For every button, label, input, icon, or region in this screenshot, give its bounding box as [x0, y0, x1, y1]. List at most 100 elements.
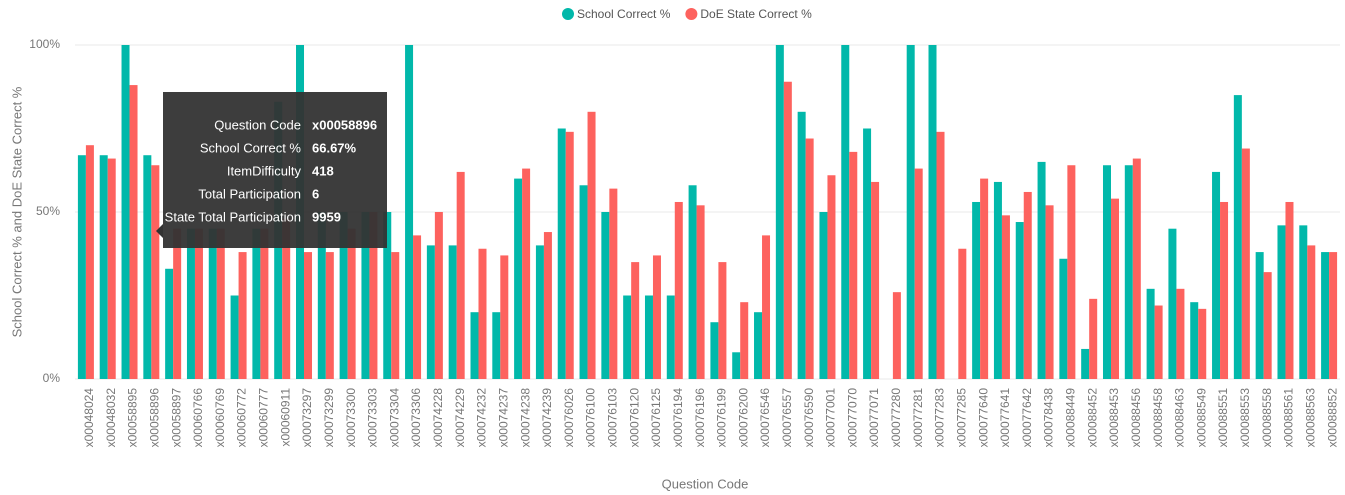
x-tick-label: x00058896 [148, 388, 162, 448]
bar [601, 212, 610, 379]
x-tick-label: x00048032 [104, 388, 118, 448]
bar [121, 45, 130, 379]
y-tick-label: 50% [36, 204, 60, 218]
x-tick-label: x00088452 [1085, 388, 1099, 448]
bar [391, 252, 400, 379]
y-tick-label: 100% [29, 37, 60, 51]
bar [827, 175, 836, 379]
tooltip-arrow [156, 224, 163, 238]
tooltip-label: Question Code [214, 117, 301, 132]
x-tick-label: x00076199 [715, 388, 729, 448]
bar [849, 151, 858, 379]
bar [129, 85, 138, 379]
x-tick-label: x00074237 [496, 388, 510, 448]
bar [208, 228, 217, 379]
x-tick-label: x00077642 [1020, 388, 1034, 448]
bar [871, 181, 880, 379]
x-tick-label: x00060772 [235, 388, 249, 448]
x-tick-label: x00073300 [344, 388, 358, 448]
bar [1307, 245, 1316, 379]
bar [317, 212, 326, 379]
bar [304, 252, 313, 379]
x-tick-label: x00088456 [1129, 388, 1143, 448]
x-tick-label: x00076194 [671, 388, 685, 448]
x-tick-label: x00076103 [606, 388, 620, 448]
bar [383, 212, 392, 379]
x-tick-label: x00060769 [213, 388, 227, 448]
bar [631, 262, 640, 379]
x-tick-label: x00088453 [1107, 388, 1121, 448]
legend-label: School Correct % [577, 7, 671, 21]
bar [972, 201, 981, 379]
x-tick-label: x00088463 [1173, 388, 1187, 448]
bar [186, 228, 195, 379]
x-tick-label: x00073299 [322, 388, 336, 448]
bar [1233, 95, 1242, 379]
x-tick-label: x00076100 [584, 388, 598, 448]
x-tick-label: x00076196 [693, 388, 707, 448]
bar [1190, 302, 1199, 379]
x-tick-label: x00076590 [802, 388, 816, 448]
tooltip-label: ItemDifficulty [227, 163, 302, 178]
x-tick-label: x00088561 [1282, 388, 1296, 448]
bar [456, 171, 465, 379]
tooltip-value: 6 [312, 186, 319, 201]
bar [535, 245, 544, 379]
bar [369, 212, 378, 379]
x-tick-label: x00077071 [867, 388, 881, 448]
bar [783, 81, 792, 380]
bar [1329, 252, 1338, 379]
x-tick-label: x00088553 [1238, 388, 1252, 448]
bar [514, 178, 523, 379]
bar [718, 262, 727, 379]
tooltip-label: Total Participation [198, 186, 301, 201]
bar [892, 292, 901, 379]
bar [805, 138, 814, 379]
bar [426, 245, 435, 379]
x-tick-label: x00076557 [780, 388, 794, 448]
x-tick-label: x00074232 [475, 388, 489, 448]
x-tick-label: x00076026 [562, 388, 576, 448]
tooltip-value: x00058896 [312, 117, 377, 132]
bar [1015, 222, 1024, 379]
bar [413, 235, 422, 379]
tooltip-value: 66.67% [312, 140, 357, 155]
tooltip-box [163, 92, 387, 248]
bar [165, 268, 174, 379]
bar [1124, 165, 1133, 379]
bar [1081, 348, 1090, 379]
x-tick-label: x00077285 [954, 388, 968, 448]
bar [339, 212, 348, 379]
bar [623, 295, 632, 379]
bar [1154, 305, 1163, 379]
x-tick-label: x00077280 [889, 388, 903, 448]
x-tick-label: x00074239 [540, 388, 554, 448]
x-tick-label: x00073297 [300, 388, 314, 448]
x-tick-label: x00088563 [1303, 388, 1317, 448]
bar [1089, 298, 1098, 379]
bar [775, 45, 784, 379]
bar [470, 312, 479, 379]
bar [928, 45, 937, 379]
bar [522, 168, 531, 379]
bar [579, 185, 588, 379]
bar [85, 145, 94, 379]
bar [1255, 252, 1264, 379]
bar [282, 218, 291, 379]
bar [492, 312, 501, 379]
x-tick-label: x00076120 [627, 388, 641, 448]
tooltip-label: School Correct % [200, 140, 302, 155]
bar [914, 168, 923, 379]
tooltip-label: State Total Participation [165, 209, 301, 224]
x-tick-label: x00077281 [911, 388, 925, 448]
bar [732, 352, 741, 379]
bar [688, 185, 697, 379]
legend-marker [562, 8, 574, 20]
bar [405, 45, 414, 379]
bar [1277, 225, 1286, 379]
bar [230, 295, 239, 379]
bar [1132, 158, 1141, 379]
bar [543, 232, 552, 379]
bar [1263, 272, 1272, 379]
